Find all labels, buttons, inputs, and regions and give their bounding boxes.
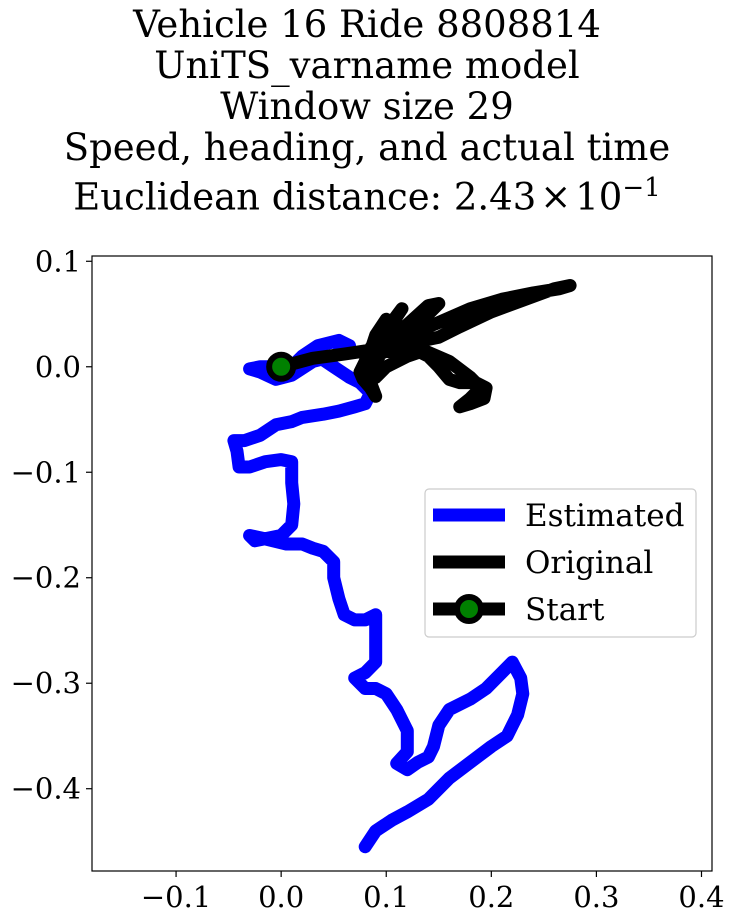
plot-frame xyxy=(91,255,713,872)
title-line-2: UniTS_varname model xyxy=(154,44,580,87)
y-tick-label: −0.3 xyxy=(11,666,81,700)
title-base: 10 xyxy=(575,175,623,219)
y-axis: 0.1 0.0 −0.1 −0.2 −0.3 −0.4 xyxy=(11,244,92,806)
y-tick-label: −0.4 xyxy=(11,772,81,806)
x-tick-label: 0.3 xyxy=(573,880,619,914)
title-distance-text: Euclidean distance: 2.43 xyxy=(73,175,537,219)
start-marker xyxy=(266,351,297,382)
legend: Estimated Original Start xyxy=(424,488,697,638)
x-axis: −0.1 0.0 0.1 0.2 0.3 0.4 xyxy=(141,871,725,914)
x-tick-label: 0.0 xyxy=(258,880,304,914)
title-line-1: Vehicle 16 Ride 8808814 xyxy=(133,3,601,46)
y-tick-label: 0.0 xyxy=(35,350,81,384)
y-tick-label: 0.1 xyxy=(35,244,81,278)
title-line-3: Window size 29 xyxy=(220,85,514,128)
x-tick-label: −0.1 xyxy=(141,880,211,914)
y-tick-label: −0.2 xyxy=(11,561,81,595)
y-tick-label: −0.1 xyxy=(11,455,81,489)
series-line-original xyxy=(274,279,577,414)
x-tick-label: 0.2 xyxy=(468,880,514,914)
title-line-4: Speed, heading, and actual time xyxy=(63,126,671,169)
legend-label-original: Original xyxy=(525,545,653,581)
chart-title: Vehicle 16 Ride 8808814 UniTS_varname mo… xyxy=(0,0,734,217)
legend-box xyxy=(424,488,697,638)
title-exponent: −1 xyxy=(622,173,661,203)
legend-label-estimated: Estimated xyxy=(525,498,684,534)
legend-label-start: Start xyxy=(525,592,605,628)
x-tick-label: 0.1 xyxy=(363,880,409,914)
x-tick-label: 0.4 xyxy=(678,880,724,914)
title-times-sign: × xyxy=(540,175,572,219)
title-line-5: Euclidean distance: 2.43 × 10−1 xyxy=(0,168,734,217)
legend-start-marker xyxy=(454,594,484,624)
